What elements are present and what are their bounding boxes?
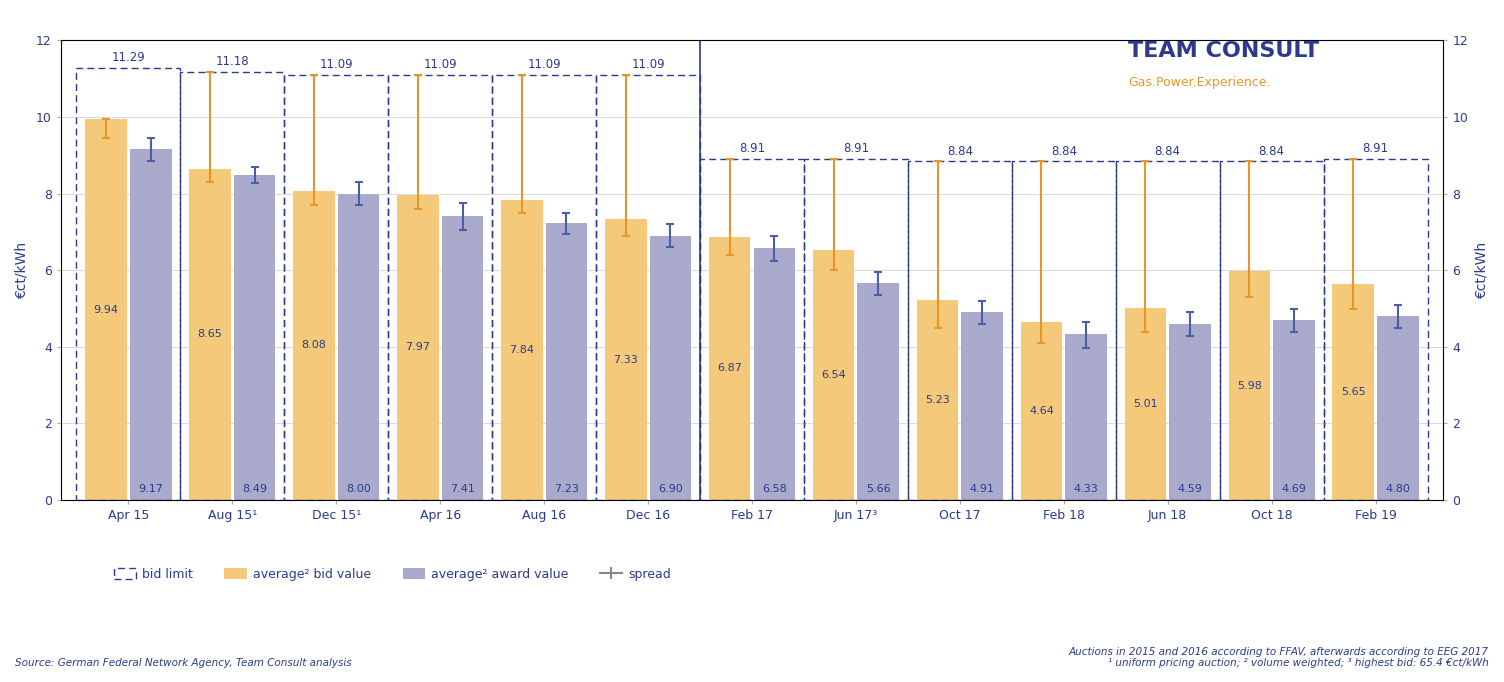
Y-axis label: €ct/kWh: €ct/kWh — [15, 241, 29, 299]
Text: 6.87: 6.87 — [717, 364, 741, 374]
Bar — [86, 119, 126, 500]
Text: 6.90: 6.90 — [659, 484, 683, 494]
Text: 11.09: 11.09 — [632, 59, 665, 72]
Text: 5.01: 5.01 — [1133, 399, 1158, 409]
Text: 11.09: 11.09 — [528, 59, 561, 72]
Bar — [492, 75, 596, 500]
Y-axis label: €ct/kWh: €ct/kWh — [1475, 241, 1489, 299]
Bar — [1324, 159, 1427, 500]
Text: 8.49: 8.49 — [242, 484, 268, 494]
Text: 4.69: 4.69 — [1281, 484, 1307, 494]
Text: 7.84: 7.84 — [510, 345, 534, 355]
Bar — [180, 72, 284, 500]
Bar — [1378, 316, 1418, 500]
Bar — [1012, 162, 1116, 500]
Bar — [1169, 324, 1211, 500]
Text: Gas.Power.Experience.: Gas.Power.Experience. — [1128, 76, 1271, 89]
Text: 7.33: 7.33 — [614, 355, 638, 365]
Text: 11.29: 11.29 — [111, 51, 146, 64]
Legend: bid limit, average² bid value, average² award value, spread: bid limit, average² bid value, average² … — [108, 563, 677, 586]
Text: 8.08: 8.08 — [301, 340, 326, 351]
Text: 4.80: 4.80 — [1385, 484, 1411, 494]
Bar — [442, 216, 483, 500]
Text: 8.84: 8.84 — [948, 145, 973, 158]
Bar — [1229, 271, 1269, 500]
Bar — [77, 68, 180, 500]
Text: 8.91: 8.91 — [738, 142, 766, 155]
Bar — [293, 190, 335, 500]
Text: 4.91: 4.91 — [970, 484, 994, 494]
Text: 11.18: 11.18 — [215, 55, 250, 68]
Text: 11.09: 11.09 — [424, 59, 457, 72]
Bar — [388, 75, 492, 500]
Bar — [961, 312, 1003, 500]
Bar — [805, 159, 908, 500]
Text: 8.91: 8.91 — [1363, 142, 1388, 155]
Text: 8.84: 8.84 — [1051, 145, 1077, 158]
Bar — [1116, 162, 1220, 500]
Text: 7.23: 7.23 — [553, 484, 579, 494]
Text: 6.58: 6.58 — [763, 484, 787, 494]
Text: 5.65: 5.65 — [1342, 387, 1366, 397]
Bar — [650, 236, 692, 500]
Bar — [397, 195, 439, 500]
Bar — [596, 75, 699, 500]
Text: Source: German Federal Network Agency, Team Consult analysis: Source: German Federal Network Agency, T… — [15, 658, 352, 668]
Bar — [1125, 308, 1166, 500]
Text: 4.59: 4.59 — [1178, 484, 1203, 494]
Bar — [917, 299, 958, 500]
Bar — [129, 149, 171, 500]
Text: 4.33: 4.33 — [1074, 484, 1098, 494]
Bar — [190, 168, 230, 500]
Bar — [812, 250, 854, 500]
Bar — [1021, 323, 1062, 500]
Bar — [1065, 334, 1107, 500]
Text: 8.84: 8.84 — [1155, 145, 1181, 158]
Bar — [1333, 284, 1375, 500]
Bar — [284, 75, 388, 500]
Bar — [338, 194, 379, 500]
Text: 5.23: 5.23 — [925, 395, 951, 405]
Bar — [754, 248, 796, 500]
Bar — [708, 237, 750, 500]
Text: 8.65: 8.65 — [197, 329, 223, 340]
Bar — [1220, 162, 1324, 500]
Text: 5.98: 5.98 — [1236, 381, 1262, 391]
Text: 7.41: 7.41 — [450, 484, 475, 494]
Text: 11.09: 11.09 — [319, 59, 353, 72]
Text: 7.97: 7.97 — [406, 342, 430, 353]
Bar — [1274, 321, 1314, 500]
Text: 9.94: 9.94 — [93, 305, 119, 314]
Text: 8.00: 8.00 — [346, 484, 371, 494]
Bar — [699, 159, 805, 500]
Text: TEAM CONSULT: TEAM CONSULT — [1128, 42, 1319, 61]
Bar — [605, 220, 647, 500]
Text: 8.84: 8.84 — [1259, 145, 1284, 158]
Bar — [908, 162, 1012, 500]
Text: 5.66: 5.66 — [866, 484, 890, 494]
Bar — [235, 175, 275, 500]
Text: 9.17: 9.17 — [138, 484, 164, 494]
Text: 4.64: 4.64 — [1029, 406, 1054, 416]
Bar — [546, 223, 587, 500]
Bar — [857, 283, 899, 500]
Bar — [501, 200, 543, 500]
Text: Auctions in 2015 and 2016 according to FFAV, afterwards according to EEG 2017
¹ : Auctions in 2015 and 2016 according to F… — [1069, 647, 1489, 668]
Text: 6.54: 6.54 — [821, 370, 845, 380]
Text: 8.91: 8.91 — [842, 142, 869, 155]
